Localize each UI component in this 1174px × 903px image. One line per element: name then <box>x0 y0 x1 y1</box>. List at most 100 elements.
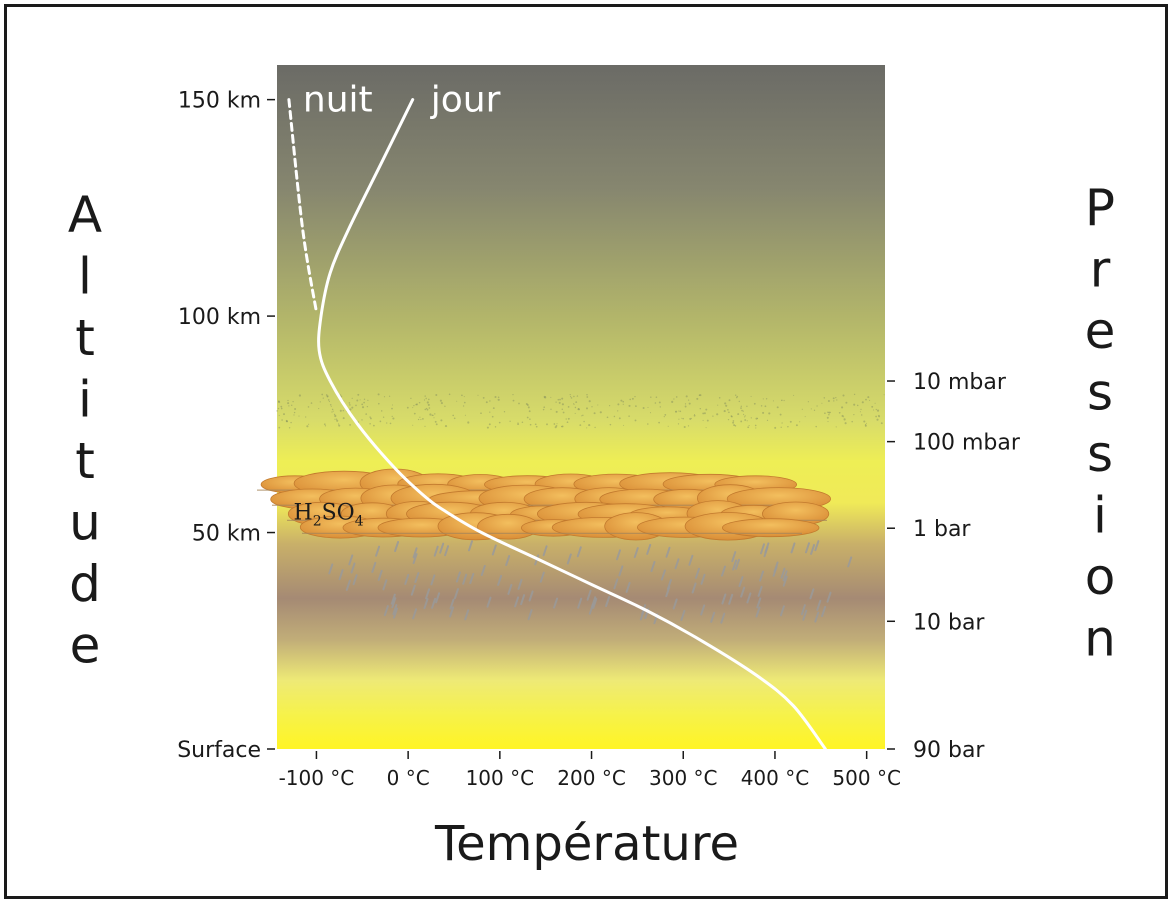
haze-dot <box>836 399 838 401</box>
haze-dot <box>290 421 292 424</box>
haze-dot <box>606 416 609 419</box>
haze-dot <box>586 427 588 429</box>
haze-dot <box>827 399 830 403</box>
haze-dot <box>423 399 426 401</box>
haze-dot <box>781 399 783 401</box>
haze-dot <box>738 400 741 403</box>
haze-dot <box>815 425 817 428</box>
haze-dot <box>326 395 329 398</box>
rain-drop <box>755 606 761 618</box>
haze-dot <box>768 412 771 415</box>
haze-dot <box>690 417 692 419</box>
haze-dot <box>359 399 361 401</box>
haze-dot <box>293 414 295 416</box>
haze-dot <box>283 413 285 416</box>
rain-drop <box>680 609 686 621</box>
haze-dot <box>746 405 748 408</box>
haze-dot <box>746 420 748 422</box>
haze-dot <box>828 413 830 416</box>
haze-dot <box>829 411 831 414</box>
haze-dot <box>872 409 875 411</box>
haze-dot <box>429 413 432 416</box>
haze-dot <box>712 415 714 417</box>
series-label-jour: jour <box>430 80 501 121</box>
altitude-axis: 150 km 100 km 50 km Surface <box>177 89 275 763</box>
haze-dot <box>787 426 789 428</box>
haze-dot <box>727 408 729 411</box>
haze-dot <box>732 421 735 424</box>
haze-dot <box>440 402 443 405</box>
haze-dot <box>779 413 782 416</box>
haze-dot <box>292 400 294 403</box>
haze-dot <box>851 420 853 423</box>
haze-dot <box>388 395 391 397</box>
haze-dot <box>743 413 745 416</box>
haze-dot <box>361 419 363 421</box>
haze-dot <box>780 426 782 428</box>
haze-dot <box>433 417 435 419</box>
rain-drop <box>665 586 671 598</box>
haze-dot <box>285 420 287 422</box>
haze-dot <box>285 419 288 422</box>
rain-drop <box>720 612 726 624</box>
haze-dot <box>413 412 416 415</box>
haze-dot <box>702 419 704 421</box>
haze-dot <box>673 398 675 400</box>
haze-dot <box>391 404 394 406</box>
haze-dot <box>417 418 420 421</box>
haze-dot <box>864 424 867 427</box>
rain-drop <box>809 588 815 600</box>
x-tick-label: 100 °C <box>466 766 535 790</box>
rain-drop <box>814 540 820 552</box>
haze-dot <box>705 427 707 429</box>
haze-dot <box>322 397 324 399</box>
haze-dot <box>716 413 719 416</box>
rain-drop <box>449 598 455 610</box>
haze-dot <box>883 394 885 396</box>
haze-dot <box>750 395 752 397</box>
haze-dot <box>582 414 584 416</box>
haze-dot <box>756 417 759 420</box>
haze-dot <box>566 421 569 424</box>
haze-dot <box>702 412 705 415</box>
y-left-title-letter: i <box>78 371 92 429</box>
rain-drop <box>391 597 397 609</box>
haze-dot <box>867 396 870 399</box>
haze-dot <box>554 426 557 429</box>
haze-dot <box>369 417 372 420</box>
haze-dot <box>325 394 328 396</box>
rain-drop <box>732 559 738 571</box>
haze-dot <box>734 394 737 396</box>
haze-dot <box>518 402 520 405</box>
haze-dot <box>718 397 721 399</box>
rain-drop <box>394 541 400 552</box>
haze-dot <box>696 397 699 400</box>
haze-dot <box>338 424 341 427</box>
haze-dot <box>681 417 683 419</box>
haze-dot <box>684 405 687 408</box>
rain-drop <box>454 588 459 600</box>
rain-drop <box>338 569 344 581</box>
rain-drop <box>759 570 765 582</box>
rain-drop <box>350 562 356 574</box>
haze-dot <box>574 412 576 414</box>
haze-dot <box>575 401 578 403</box>
haze-dot <box>435 423 438 426</box>
rain-drop <box>772 565 778 577</box>
rain-drop <box>800 604 806 616</box>
haze-dot <box>355 404 357 407</box>
haze-dot <box>412 407 414 409</box>
haze-dot <box>871 405 874 408</box>
haze-dot <box>744 419 747 421</box>
haze-dot <box>693 414 696 417</box>
haze-dot <box>509 420 511 422</box>
haze-dot <box>698 394 701 396</box>
haze-dot <box>766 419 769 422</box>
haze-dot <box>599 411 602 414</box>
rain-drop <box>665 546 671 558</box>
haze-dot <box>497 398 500 401</box>
haze-dot <box>293 411 296 414</box>
rain-drop <box>816 599 822 611</box>
rain-drop <box>625 581 631 593</box>
haze-dot <box>795 424 798 427</box>
